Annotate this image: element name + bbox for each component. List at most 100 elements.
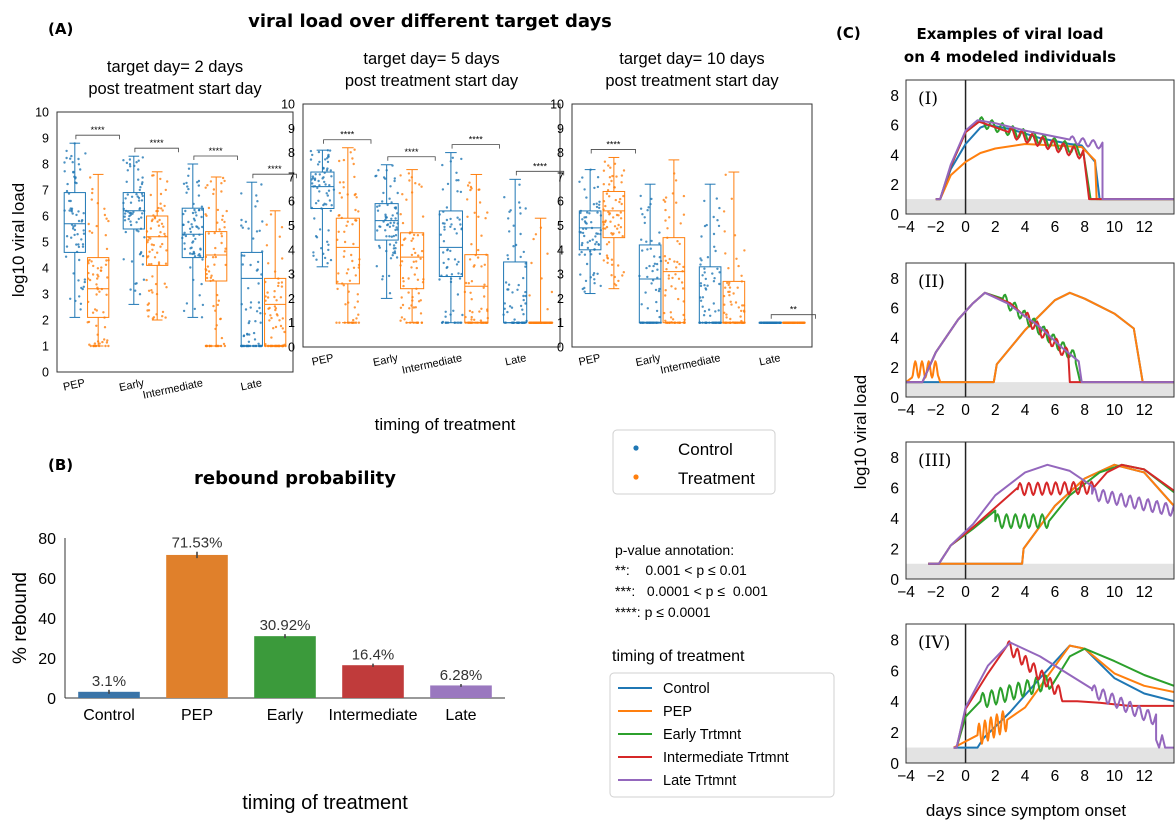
- significance-label: ****: [606, 139, 621, 149]
- scatter-point: [470, 318, 473, 321]
- scatter-point: [441, 163, 444, 167]
- scatter-point: [681, 287, 685, 290]
- scatter-point: [473, 211, 476, 214]
- x-tick-label: Early: [372, 352, 399, 369]
- scatter-point: [651, 279, 655, 282]
- scatter-point: [395, 256, 399, 259]
- line-x-tick-label: 8: [1080, 584, 1089, 601]
- scatter-point: [129, 165, 132, 168]
- bar-x-tick-label: Control: [83, 707, 135, 724]
- scatter-point: [188, 227, 192, 230]
- line-x-tick-label: −2: [927, 584, 945, 601]
- scatter-point: [220, 235, 224, 238]
- example-label: (I): [918, 89, 938, 109]
- scatter-point: [699, 282, 703, 285]
- scatter-point: [725, 316, 728, 319]
- scatter-point: [274, 308, 277, 312]
- y-tick-label: 6: [42, 210, 49, 224]
- scatter-point: [77, 210, 80, 213]
- line-x-tick-label: 4: [1021, 402, 1030, 419]
- scatter-point: [728, 286, 732, 289]
- scatter-point: [524, 207, 527, 210]
- scatter-point: [156, 251, 159, 254]
- scatter-point: [255, 230, 259, 233]
- y-tick-label: 5: [288, 219, 295, 233]
- scatter-point: [134, 289, 137, 292]
- scatter-point: [91, 311, 95, 314]
- scatter-point: [161, 242, 164, 246]
- significance-label: ****: [340, 130, 355, 140]
- line-x-tick-label: 6: [1051, 768, 1060, 785]
- scatter-point: [247, 340, 251, 343]
- scatter-point: [596, 185, 600, 189]
- scatter-point: [135, 161, 138, 164]
- y-tick-label: 1: [42, 340, 49, 354]
- scatter-point: [477, 188, 480, 191]
- scatter-point: [605, 225, 609, 229]
- scatter-point: [283, 330, 286, 334]
- scatter-point: [220, 232, 223, 235]
- scatter-point: [519, 212, 522, 215]
- scatter-point: [468, 258, 472, 261]
- scatter-point: [508, 230, 511, 233]
- scatter-point: [81, 243, 85, 246]
- scatter-point: [140, 199, 144, 202]
- scatter-point: [410, 266, 413, 269]
- scatter-point: [381, 200, 384, 203]
- scatter-point: [513, 318, 516, 321]
- scatter-point: [183, 247, 186, 251]
- example-label: (II): [918, 272, 945, 292]
- scatter-point: [137, 168, 140, 171]
- scatter-point: [640, 238, 643, 241]
- bar-x-tick-label: Intermediate: [329, 707, 418, 724]
- line-panel-4: (IV) 0 2 4 6 8 −4 −2 0 2 4 6 8 10 12: [890, 623, 1175, 785]
- scatter-point: [477, 248, 480, 252]
- scatter-point: [609, 166, 612, 169]
- scatter-point: [399, 319, 402, 322]
- scatter-point: [355, 317, 358, 320]
- scatter-point: [725, 313, 728, 316]
- scatter-point: [280, 285, 284, 288]
- scatter-point: [716, 267, 719, 270]
- scatter-point: [394, 241, 398, 244]
- scatter-point: [276, 314, 279, 317]
- scatter-point: [392, 234, 395, 238]
- scatter-point: [400, 316, 404, 319]
- scatter-point: [311, 175, 315, 178]
- scatter-point: [191, 252, 194, 256]
- scatter-point: [147, 263, 151, 266]
- scatter-point: [353, 148, 356, 151]
- scatter-point: [326, 160, 330, 164]
- scatter-point: [442, 240, 446, 243]
- scatter-point: [483, 263, 486, 266]
- scatter-point: [648, 264, 651, 268]
- scatter-point: [592, 273, 595, 277]
- scatter-point: [141, 176, 144, 179]
- scatter-point: [597, 243, 600, 246]
- scatter-point: [663, 311, 666, 315]
- scatter-point: [606, 256, 609, 259]
- scatter-point: [78, 295, 81, 298]
- scatter-point: [207, 232, 210, 235]
- scatter-point: [342, 158, 346, 162]
- scatter-point: [99, 269, 103, 272]
- series-line-intermediate-trtmnt: [906, 291, 1174, 384]
- scatter-point: [277, 281, 280, 285]
- scatter-point: [583, 253, 587, 256]
- line-y-tick-label: 4: [890, 147, 899, 164]
- bar-late: [430, 685, 492, 698]
- scatter-point: [647, 206, 650, 209]
- scatter-point: [718, 206, 721, 210]
- bar-value-label: 6.28%: [440, 667, 483, 684]
- scatter-point: [123, 215, 126, 218]
- scatter-point: [382, 191, 385, 195]
- panel-c-title-line1: Examples of viral load: [916, 25, 1103, 43]
- threshold-band: [906, 382, 1174, 397]
- legend-label-control: Control: [678, 440, 733, 459]
- line-y-tick-label: 8: [890, 632, 899, 649]
- scatter-point: [266, 291, 269, 294]
- scatter-point: [189, 230, 192, 234]
- scatter-point: [122, 258, 125, 261]
- scatter-point: [674, 287, 677, 290]
- scatter-point: [732, 292, 735, 295]
